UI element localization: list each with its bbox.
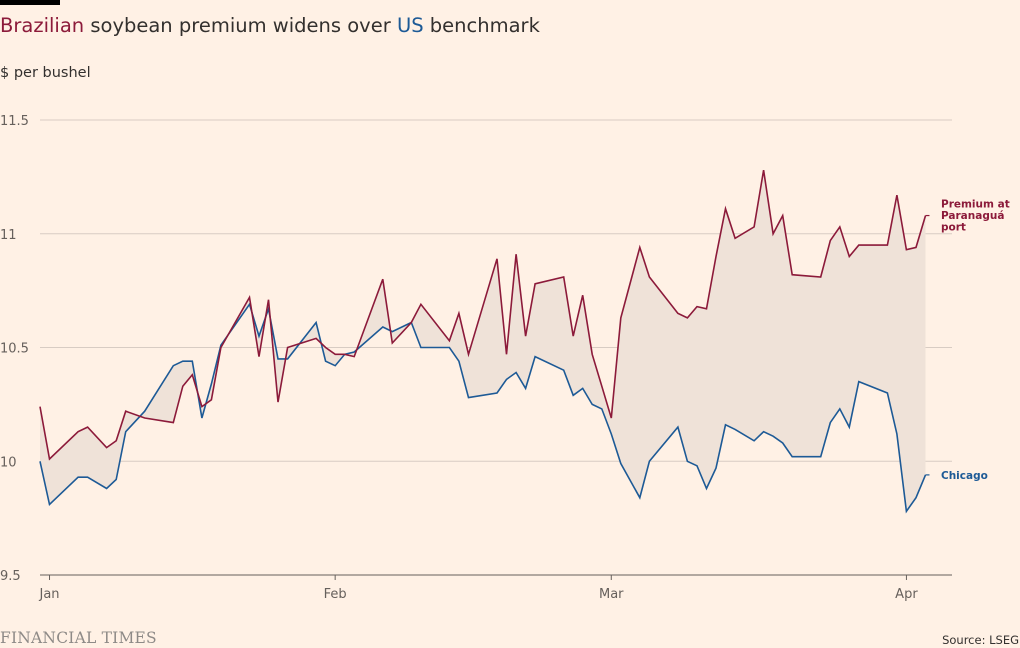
x-tick-label: Jan bbox=[38, 587, 59, 602]
ft-logo-text: FINANCIAL TIMES bbox=[0, 629, 157, 647]
series-label-chicago: Chicago bbox=[941, 470, 988, 482]
title-text-middle: soybean premium widens over bbox=[84, 14, 397, 37]
series-label-paranagua: Premium at Paranaguá port bbox=[941, 199, 1010, 234]
brand-accent-bar bbox=[0, 0, 60, 5]
x-tick-label: Apr bbox=[895, 587, 918, 602]
y-tick-label: 11.5 bbox=[0, 114, 29, 129]
y-axis-ticks: 9.5 10 10.5 11 11.5 bbox=[0, 114, 29, 584]
y-tick-label: 11 bbox=[0, 228, 17, 243]
title-text-end: benchmark bbox=[423, 14, 540, 37]
chart-title: Brazilian soybean premium widens over US… bbox=[0, 14, 540, 37]
title-highlight-brazilian: Brazilian bbox=[0, 14, 85, 37]
x-axis-ticks: Jan Feb Mar Apr bbox=[38, 575, 918, 602]
title-highlight-us: US bbox=[396, 14, 424, 37]
x-tick-label: Mar bbox=[599, 587, 624, 602]
y-tick-label: 9.5 bbox=[0, 569, 21, 584]
spread-area bbox=[40, 170, 926, 512]
x-tick-label: Feb bbox=[324, 587, 347, 602]
series-line-chicago bbox=[39, 302, 927, 514]
y-axis-unit-label: $ per bushel bbox=[0, 65, 91, 81]
series-labels: Premium at Paranaguá port Chicago bbox=[925, 199, 1010, 482]
y-tick-label: 10.5 bbox=[0, 342, 29, 357]
source-note: Source: LSEG bbox=[942, 633, 1019, 647]
series-line-paranagua bbox=[39, 169, 927, 461]
y-tick-label: 10 bbox=[0, 455, 17, 470]
